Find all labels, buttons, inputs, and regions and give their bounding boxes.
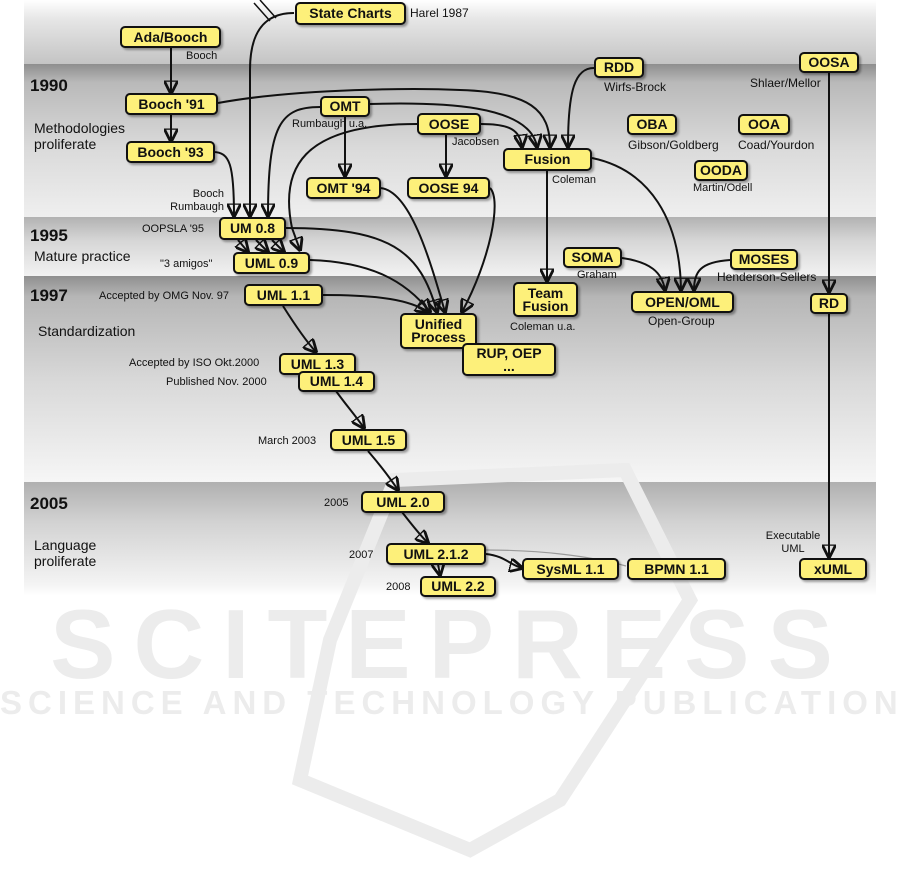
node-oose-94: OOSE 94: [407, 177, 490, 199]
node-sysml-11: SysML 1.1: [522, 558, 619, 580]
node-bpmn-11: BPMN 1.1: [627, 558, 726, 580]
phase-language: Language proliferate: [34, 537, 97, 569]
node-uml-15: UML 1.5: [330, 429, 407, 451]
label-shlaer-mellor: Shlaer/Mellor: [750, 76, 821, 90]
node-booch-91: Booch '91: [125, 93, 218, 115]
label-year-2008: 2008: [386, 581, 411, 593]
label-accepted-omg: Accepted by OMG Nov. 97: [99, 290, 230, 302]
label-accepted-iso: Accepted by ISO Okt.2000: [129, 357, 260, 369]
node-rd: RD: [810, 293, 848, 314]
label-graham: Graham: [577, 269, 617, 281]
label-jacobsen: Jacobsen: [452, 136, 500, 148]
label-booch-rumbaugh: Booch Rumbaugh: [170, 188, 224, 213]
label-booch: Booch: [186, 50, 218, 62]
node-uml-212: UML 2.1.2: [386, 543, 486, 565]
node-uml-14: UML 1.4: [298, 371, 375, 392]
phase-standardization: Standardization: [38, 323, 136, 339]
node-soma: SOMA: [563, 247, 622, 268]
node-ooda: OODA: [694, 160, 748, 181]
label-martin-odell: Martin/Odell: [693, 182, 753, 194]
label-coleman: Coleman: [552, 174, 597, 186]
node-rup-oep: RUP, OEP ...: [462, 343, 556, 376]
label-year-2005: 2005: [324, 497, 349, 509]
label-year-2007: 2007: [349, 549, 374, 561]
label-coad-yourdon: Coad/Yourdon: [738, 138, 815, 152]
label-executable-uml: Executable UML: [765, 530, 821, 555]
node-um-08: UM 0.8: [219, 217, 286, 240]
edge-lines: [171, 0, 829, 575]
label-gibson-goldberg: Gibson/Goldberg: [628, 138, 719, 152]
node-team-fusion: Team Fusion: [513, 282, 578, 317]
label-rumbaugh-ua: Rumbaugh u.a.: [292, 118, 368, 130]
label-3-amigos: "3 amigos": [160, 258, 213, 270]
label-harel: Harel 1987: [410, 6, 469, 20]
label-coleman-ua: Coleman u.a.: [510, 321, 576, 333]
node-ada-booch: Ada/Booch: [120, 26, 221, 48]
watermark-title: SCITEPRESS: [50, 589, 851, 699]
node-moses: MOSES: [730, 249, 798, 270]
node-uml-20: UML 2.0: [361, 491, 445, 513]
watermark-subtitle: SCIENCE AND TECHNOLOGY PUBLICATIONS: [0, 684, 901, 721]
node-omt-94: OMT '94: [306, 177, 381, 199]
year-1990: 1990: [30, 76, 68, 95]
node-oosa: OOSA: [799, 52, 859, 73]
label-published: Published Nov. 2000: [166, 376, 267, 388]
node-open-oml: OPEN/OML: [631, 291, 734, 313]
node-fusion: Fusion: [503, 148, 592, 171]
phase-mature: Mature practice: [34, 248, 131, 264]
node-xuml: xUML: [799, 558, 867, 580]
node-state-charts: State Charts: [295, 2, 406, 25]
node-omt: OMT: [320, 96, 370, 117]
node-ooa: OOA: [738, 114, 790, 135]
node-oba: OBA: [627, 114, 677, 135]
node-booch-93: Booch '93: [126, 141, 215, 163]
node-rdd: RDD: [594, 57, 644, 78]
label-open-group: Open-Group: [648, 314, 715, 328]
year-1997: 1997: [30, 286, 68, 305]
label-henderson-sellers: Henderson-Sellers: [717, 270, 817, 284]
node-uml-11: UML 1.1: [244, 284, 323, 306]
year-1995: 1995: [30, 226, 68, 245]
label-wirfs-brock: Wirfs-Brock: [604, 80, 666, 94]
label-oopsla: OOPSLA '95: [142, 223, 205, 235]
node-uml-09: UML 0.9: [233, 252, 310, 274]
year-2005: 2005: [30, 494, 68, 513]
node-oose: OOSE: [417, 113, 481, 135]
node-uml-22: UML 2.2: [420, 576, 496, 597]
phase-methodologies: Methodologies proliferate: [34, 120, 126, 152]
label-march-2003: March 2003: [258, 435, 317, 447]
